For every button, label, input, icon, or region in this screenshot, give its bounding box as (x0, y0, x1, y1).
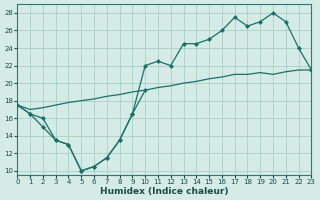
X-axis label: Humidex (Indice chaleur): Humidex (Indice chaleur) (100, 187, 228, 196)
